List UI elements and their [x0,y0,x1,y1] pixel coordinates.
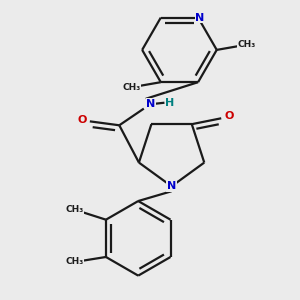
Text: N: N [146,99,155,109]
Text: N: N [167,181,176,191]
Text: O: O [224,111,234,121]
Text: CH₃: CH₃ [122,82,140,91]
Text: CH₃: CH₃ [65,257,84,266]
Text: N: N [195,13,205,22]
Text: H: H [165,98,174,108]
Text: O: O [77,116,87,125]
Text: CH₃: CH₃ [65,206,84,214]
Text: CH₃: CH₃ [237,40,255,50]
